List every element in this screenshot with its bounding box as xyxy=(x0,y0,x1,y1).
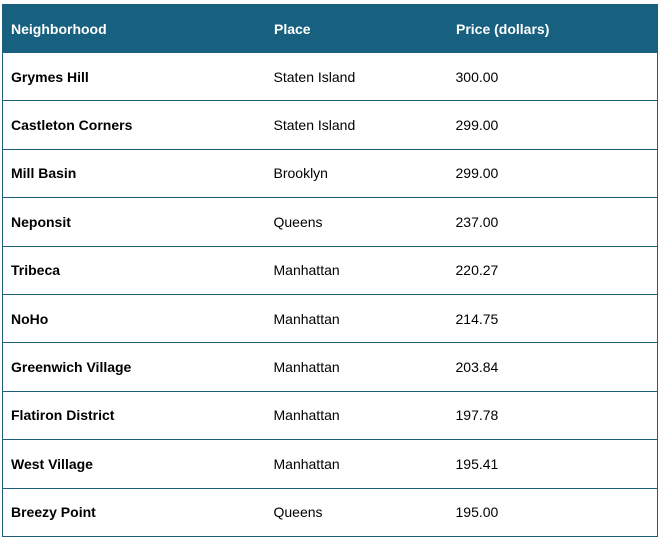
cell-price: 220.27 xyxy=(447,245,658,295)
header-neighborhood[interactable]: Neighborhood xyxy=(2,4,266,53)
cell-neighborhood: Breezy Point xyxy=(2,487,266,537)
cell-place: Queens xyxy=(265,487,448,537)
table-row[interactable]: Castleton Corners Staten Island 299.00 xyxy=(2,100,658,150)
header-row: Neighborhood Place Price (dollars) xyxy=(2,4,658,53)
neighborhood-price-table: Neighborhood Place Price (dollars) Gryme… xyxy=(2,4,658,537)
cell-neighborhood: Flatiron District xyxy=(2,390,266,441)
cell-place: Staten Island xyxy=(265,51,448,102)
cell-neighborhood: Tribeca xyxy=(2,245,266,295)
cell-price: 195.41 xyxy=(447,439,658,489)
cell-neighborhood: NoHo xyxy=(2,293,266,344)
cell-place: Manhattan xyxy=(265,439,448,489)
header-price[interactable]: Price (dollars) xyxy=(447,4,658,53)
cell-neighborhood: Castleton Corners xyxy=(2,100,266,150)
header-place[interactable]: Place xyxy=(265,4,448,53)
cell-price: 203.84 xyxy=(447,342,658,392)
data-table-container: Neighborhood Place Price (dollars) Gryme… xyxy=(2,4,658,537)
cell-neighborhood: Grymes Hill xyxy=(2,51,266,102)
table-row[interactable]: Flatiron District Manhattan 197.78 xyxy=(2,390,658,441)
cell-price: 299.00 xyxy=(447,148,658,199)
cell-price: 195.00 xyxy=(447,487,658,537)
cell-place: Manhattan xyxy=(265,390,448,441)
cell-price: 237.00 xyxy=(447,197,658,247)
table-row[interactable]: Breezy Point Queens 195.00 xyxy=(2,487,658,537)
table-header: Neighborhood Place Price (dollars) xyxy=(2,4,658,53)
table-row[interactable]: Tribeca Manhattan 220.27 xyxy=(2,245,658,295)
cell-neighborhood: Greenwich Village xyxy=(2,342,266,392)
table-row[interactable]: NoHo Manhattan 214.75 xyxy=(2,293,658,344)
table-body: Grymes Hill Staten Island 300.00 Castlet… xyxy=(2,51,658,537)
table-row[interactable]: Greenwich Village Manhattan 203.84 xyxy=(2,342,658,392)
table-row[interactable]: West Village Manhattan 195.41 xyxy=(2,439,658,489)
cell-place: Brooklyn xyxy=(265,148,448,199)
cell-neighborhood: Mill Basin xyxy=(2,148,266,199)
cell-place: Manhattan xyxy=(265,245,448,295)
cell-place: Manhattan xyxy=(265,293,448,344)
cell-neighborhood: Neponsit xyxy=(2,197,266,247)
table-row[interactable]: Grymes Hill Staten Island 300.00 xyxy=(2,51,658,102)
cell-price: 197.78 xyxy=(447,390,658,441)
cell-place: Manhattan xyxy=(265,342,448,392)
cell-price: 299.00 xyxy=(447,100,658,150)
cell-price: 214.75 xyxy=(447,293,658,344)
cell-place: Staten Island xyxy=(265,100,448,150)
table-row[interactable]: Mill Basin Brooklyn 299.00 xyxy=(2,148,658,199)
table-row[interactable]: Neponsit Queens 237.00 xyxy=(2,197,658,247)
cell-price: 300.00 xyxy=(447,51,658,102)
cell-place: Queens xyxy=(265,197,448,247)
cell-neighborhood: West Village xyxy=(2,439,266,489)
